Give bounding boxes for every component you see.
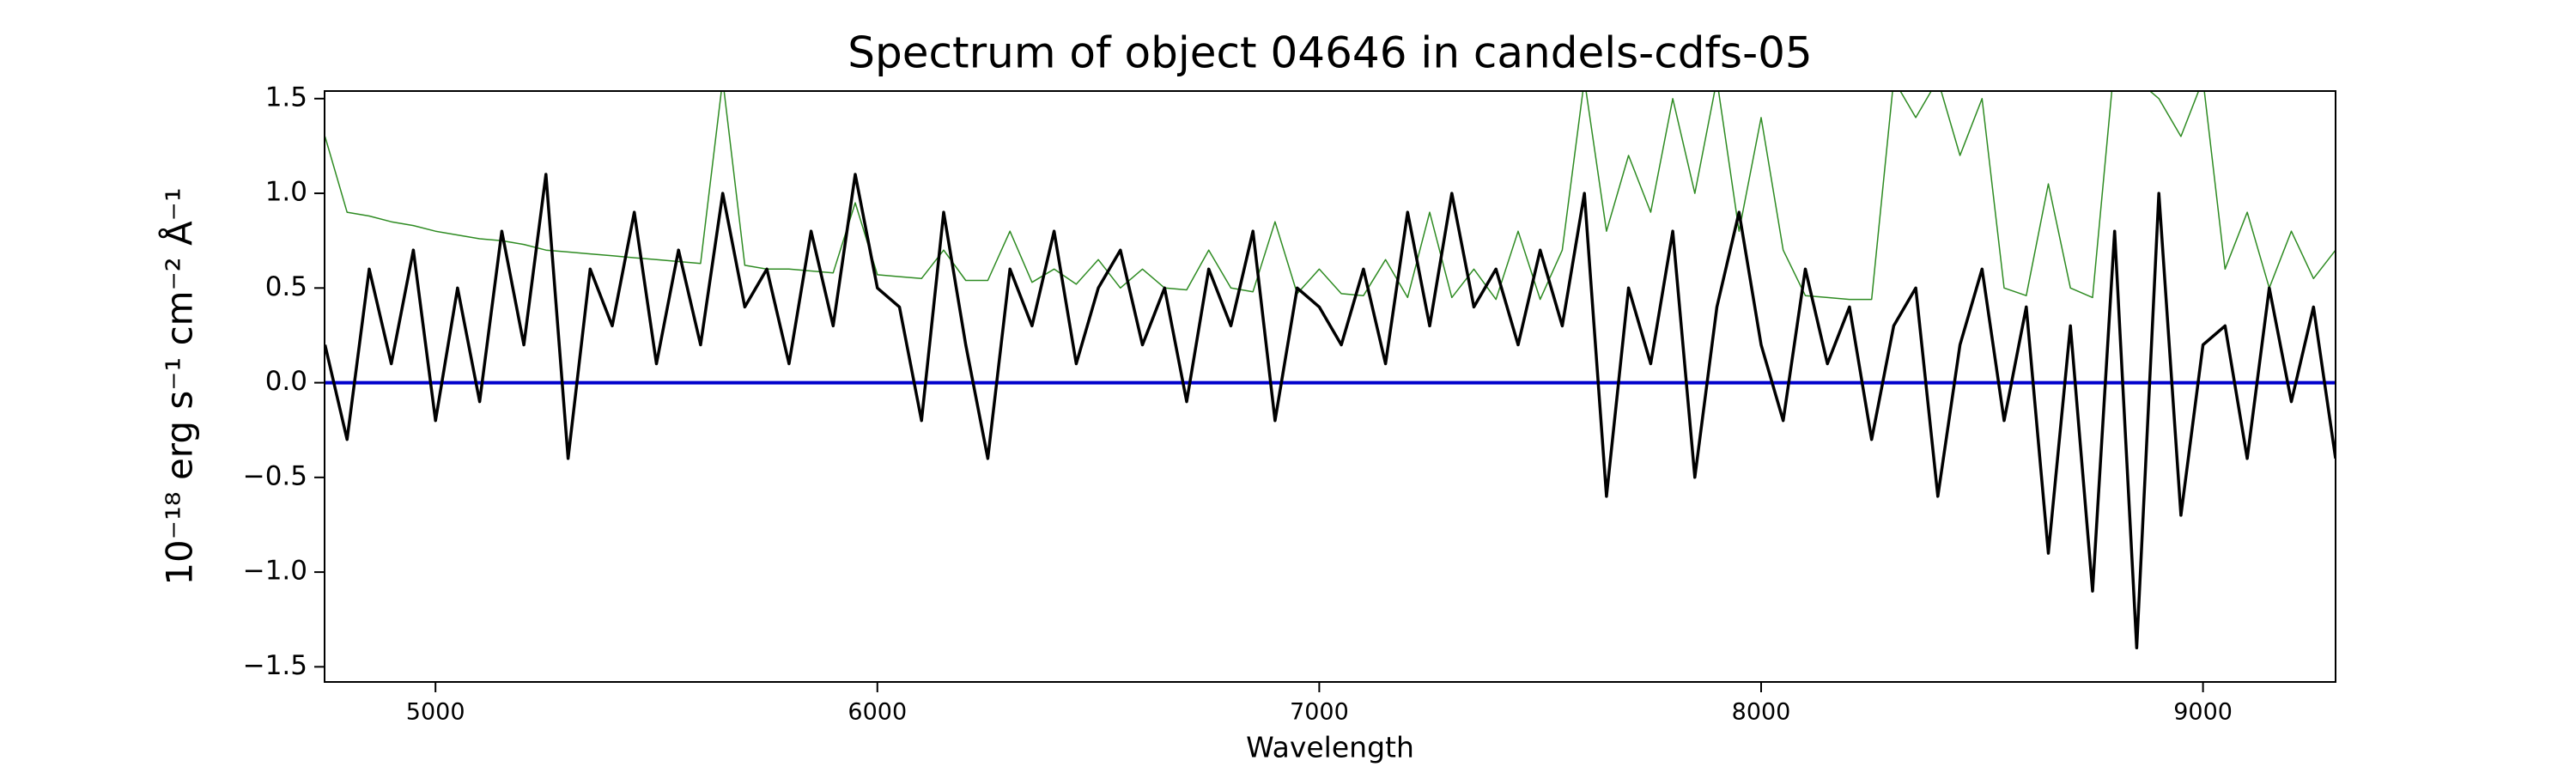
series-line	[325, 91, 2336, 301]
y-tick-label: −1.5	[243, 650, 307, 681]
chart-title: Spectrum of object 04646 in candels-cdfs…	[848, 28, 1813, 78]
y-tick-label: 1.5	[265, 82, 307, 113]
x-tick-label: 6000	[848, 699, 907, 726]
plot-frame	[324, 90, 2336, 683]
x-tick-label: 9000	[2173, 699, 2233, 726]
series-line	[325, 173, 2336, 650]
y-axis-label: 10⁻¹⁸ erg s⁻¹ cm⁻² Å⁻¹	[158, 187, 201, 585]
x-tick-label: 8000	[1732, 699, 1791, 726]
x-axis-label: Wavelength	[1246, 731, 1414, 764]
y-tick-label: 0.0	[265, 366, 307, 397]
y-tick-label: 1.0	[265, 177, 307, 208]
y-tick-label: −0.5	[243, 460, 307, 491]
y-tick-label: 0.5	[265, 271, 307, 302]
x-tick-label: 7000	[1290, 699, 1349, 726]
y-tick-label: −1.0	[243, 556, 307, 587]
x-tick-label: 5000	[406, 699, 465, 726]
